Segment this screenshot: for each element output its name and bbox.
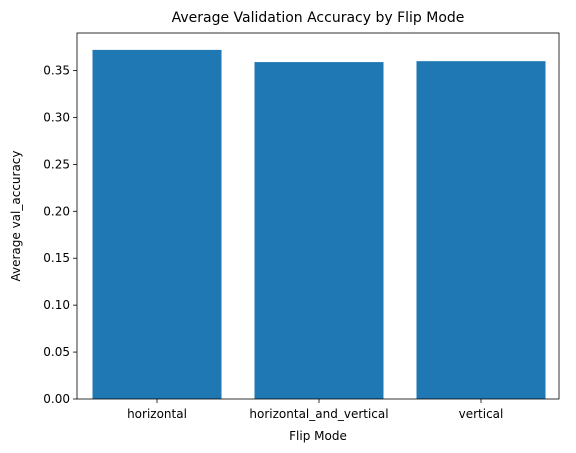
x-axis-title: Flip Mode [289,429,347,443]
y-tick-label: 0.00 [43,392,70,406]
bars-layer [92,49,546,400]
x-tick-label: horizontal [127,407,187,421]
y-tick-label: 0.20 [43,204,70,218]
y-tick-label: 0.25 [43,157,70,171]
x-tick-label: vertical [459,407,504,421]
x-axis: horizontal horizontal_and_vertical vertica… [127,399,503,421]
chart-title: Average Validation Accuracy by Flip Mode [172,10,465,26]
bar-vertical [416,61,546,400]
y-tick-label: 0.10 [43,298,70,312]
y-tick-label: 0.05 [43,345,70,359]
x-tick-label: horizontal_and_vertical [249,407,388,421]
y-axis-title: Average val_accuracy [9,150,23,281]
bar-horizontal [92,49,222,400]
y-axis: 0.00 0.05 0.10 0.15 0.20 0.25 0.30 0.35 [43,64,77,406]
y-tick-label: 0.35 [43,64,70,78]
y-tick-label: 0.30 [43,110,70,124]
bar-horizontal-and-vertical [254,62,384,399]
y-tick-label: 0.15 [43,251,70,265]
plot-frame [76,32,560,400]
